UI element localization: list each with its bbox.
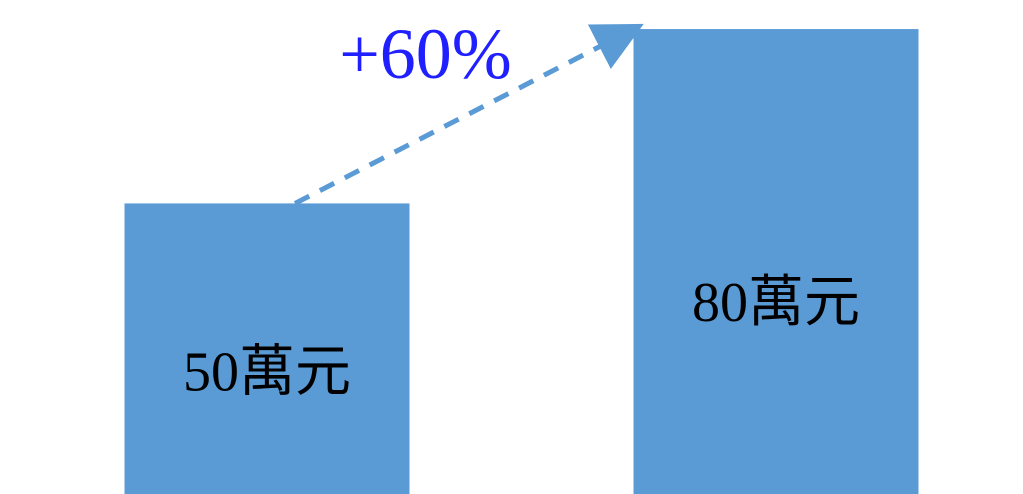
bar-value-label-1: 50萬元 — [183, 342, 351, 404]
growth-arrow — [293, 23, 644, 206]
bar-2 — [633, 29, 919, 494]
bar-value-label-2: 80萬元 — [692, 272, 860, 334]
bar-1 — [124, 203, 410, 494]
labels-group: 50萬元 80萬元 — [183, 272, 860, 404]
annotation-group: +60% — [293, 14, 644, 206]
bars-group — [124, 29, 919, 494]
growth-percentage-label: +60% — [339, 14, 512, 94]
